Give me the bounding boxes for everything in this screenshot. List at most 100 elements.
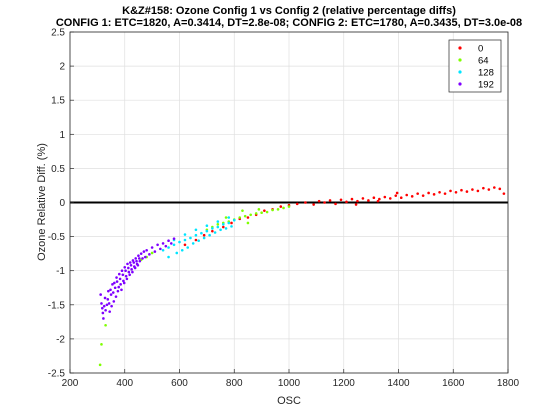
data-point [104, 323, 107, 327]
data-point [271, 208, 274, 212]
data-point [246, 221, 250, 225]
data-point [106, 298, 110, 301]
data-point [167, 255, 170, 259]
data-point [443, 192, 447, 195]
y-tick-label: -2.5 [48, 369, 66, 380]
data-point [449, 189, 452, 193]
data-point [115, 276, 118, 279]
data-point [172, 243, 176, 247]
data-point [175, 251, 179, 255]
data-point [194, 228, 198, 232]
data-point [394, 194, 398, 197]
data-point [130, 268, 133, 271]
data-point [101, 311, 105, 315]
x-tick-label: 1800 [497, 378, 520, 389]
x-tick-label: 200 [62, 378, 79, 389]
legend-marker-192 [458, 82, 462, 86]
data-point [200, 231, 203, 235]
x-tick-label: 1000 [278, 378, 301, 389]
y-axis-label: Ozone Relative Diff. (%) [36, 143, 48, 261]
chart-subtitle: CONFIG 1: ETC=1820, A=0.3414, DT=2.8e-08… [56, 17, 522, 29]
data-point [260, 211, 263, 215]
data-point [498, 187, 502, 191]
x-tick-label: 600 [171, 378, 188, 389]
x-axis-ticks: 200 400 600 800 1000 1200 1400 1600 1800 [62, 369, 520, 389]
data-point [143, 255, 147, 259]
data-point [465, 190, 469, 193]
data-point [243, 214, 247, 218]
data-point [112, 300, 116, 303]
data-point [100, 302, 103, 305]
data-point [263, 209, 266, 212]
data-point [222, 225, 225, 229]
data-point [482, 186, 485, 190]
data-point [376, 199, 380, 203]
y-tick-label: -0.5 [48, 232, 66, 243]
legend-marker-64 [458, 58, 462, 62]
data-point [117, 285, 121, 289]
data-point [183, 233, 187, 236]
data-point [328, 199, 332, 202]
data-point [118, 277, 122, 281]
data-point [265, 210, 269, 214]
data-point [323, 201, 326, 204]
data-point [276, 208, 280, 211]
y-tick-label: 0 [59, 198, 65, 209]
data-point [295, 202, 299, 206]
data-point [161, 248, 165, 252]
data-point [115, 280, 119, 283]
data-point [139, 252, 143, 255]
data-point [114, 295, 118, 298]
data-point [131, 259, 135, 262]
data-point [102, 304, 106, 308]
y-tick-label: 1 [59, 130, 65, 141]
data-point [410, 195, 414, 198]
data-point [238, 216, 242, 219]
data-point [304, 201, 307, 204]
data-point [317, 199, 321, 203]
data-point [399, 196, 403, 200]
data-point [232, 218, 236, 222]
x-tick-label: 1600 [442, 378, 465, 389]
data-point [194, 233, 198, 237]
data-point [127, 266, 130, 270]
data-point [180, 248, 184, 252]
data-point [110, 304, 113, 308]
data-point [202, 236, 206, 240]
data-point [194, 238, 198, 242]
data-point [120, 269, 124, 273]
y-tick-label: 0.5 [51, 164, 65, 175]
data-point [487, 188, 491, 191]
data-point [161, 242, 165, 245]
data-point [287, 205, 291, 208]
data-point [107, 302, 111, 305]
data-point [202, 233, 206, 237]
data-point [191, 242, 195, 245]
data-point [213, 231, 217, 234]
data-point [164, 244, 168, 248]
legend-marker-128 [458, 70, 462, 74]
data-point [312, 203, 315, 206]
data-point [108, 310, 111, 313]
data-point [128, 261, 132, 264]
legend-marker-0 [458, 46, 462, 50]
data-point [416, 192, 419, 195]
data-point [460, 188, 463, 192]
data-point [361, 197, 365, 200]
data-point [124, 269, 127, 273]
data-point [150, 251, 154, 255]
data-point [388, 197, 392, 200]
data-point [219, 228, 222, 232]
data-point [427, 191, 430, 195]
data-point [222, 223, 225, 226]
data-point [109, 288, 112, 292]
data-point [454, 190, 458, 194]
data-point [227, 216, 231, 219]
data-point [216, 220, 220, 223]
data-point [116, 289, 120, 293]
data-point [186, 246, 190, 249]
data-point [432, 193, 436, 196]
data-point [354, 203, 358, 206]
